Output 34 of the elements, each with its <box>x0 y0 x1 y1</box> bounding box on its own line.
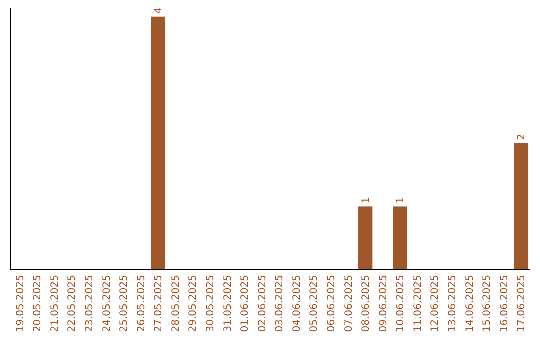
x-tick-label: 20.05.2025 <box>32 275 44 332</box>
x-tick-label: 02.06.2025 <box>257 275 268 332</box>
x-tick-label: 09.06.2025 <box>378 275 390 332</box>
x-tick-label: 10.06.2025 <box>396 275 407 332</box>
x-tick-label: 19.05.2025 <box>15 275 26 332</box>
x-tick-label: 03.06.2025 <box>274 275 286 332</box>
x-tick-label: 14.06.2025 <box>464 275 476 332</box>
x-tick-label: 11.06.2025 <box>412 275 424 332</box>
x-tick-label: 04.06.2025 <box>292 275 303 332</box>
data-label: 2 <box>516 134 528 140</box>
x-tick-label: 27.05.2025 <box>154 275 165 332</box>
x-tick-label: 08.06.2025 <box>361 275 372 332</box>
x-tick-label: 17.06.2025 <box>516 275 528 332</box>
x-tick-label: 26.05.2025 <box>136 275 148 332</box>
x-tick-label: 29.05.2025 <box>188 275 200 332</box>
data-label: 1 <box>361 197 372 204</box>
x-tick-label: 13.06.2025 <box>448 275 459 332</box>
x-tick-label: 31.05.2025 <box>222 275 234 332</box>
x-tick-label: 12.06.2025 <box>430 275 442 332</box>
x-tick-label: 05.06.2025 <box>309 275 320 332</box>
x-tick-label: 30.05.2025 <box>205 275 216 332</box>
x-tick-label: 06.06.2025 <box>326 275 338 332</box>
x-tick-label: 28.05.2025 <box>170 275 182 332</box>
x-tick-label: 22.05.2025 <box>67 275 78 332</box>
x-tick-label: 01.06.2025 <box>240 275 252 332</box>
data-label: 4 <box>154 7 165 14</box>
x-tick-label: 07.06.2025 <box>344 275 355 332</box>
x-tick-label: 15.06.2025 <box>482 275 494 332</box>
x-tick-label: 16.06.2025 <box>499 275 510 332</box>
x-tick-label: 21.05.2025 <box>50 275 61 332</box>
x-tick-label: 24.05.2025 <box>102 275 113 332</box>
data-label: 1 <box>396 197 407 204</box>
x-tick-label: 23.05.2025 <box>84 275 96 332</box>
x-tick-label: 25.05.2025 <box>119 275 130 332</box>
